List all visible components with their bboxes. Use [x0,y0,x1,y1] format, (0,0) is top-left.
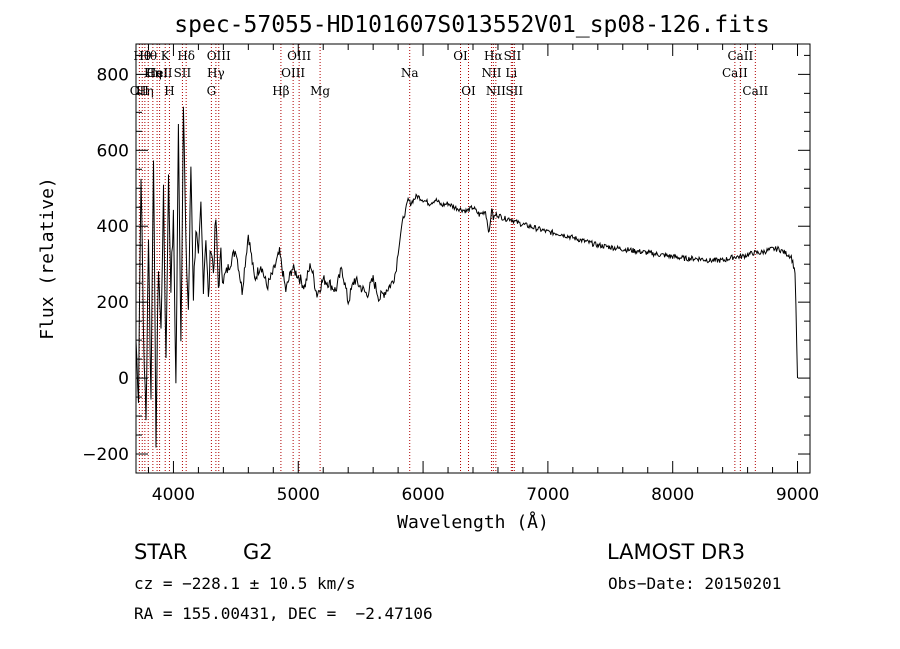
x-tick-label: 4000 [152,485,195,505]
x-tick-label: 5000 [277,485,320,505]
line-marker-label: CaII [727,49,753,63]
line-marker-label: OI [453,49,468,63]
line-marker-label: SII [505,84,523,98]
redshift-readout: cz = −228.1 ± 10.5 km/s [134,574,356,593]
object-class: STAR [134,540,188,564]
line-marker-label: SII [504,49,522,63]
line-marker-label: SII [174,66,192,80]
x-tick-label: 7000 [526,485,569,505]
line-marker-label: HeI [146,66,169,80]
line-marker-label: Li [505,66,517,80]
line-marker-label: OIII [281,66,305,80]
y-tick-label: 800 [97,65,129,85]
y-axis-label: Flux (relative) [37,177,58,340]
axis-ticks: 4000 5000 6000 7000 8000 9000 −200 0 200 400 600 80… [82,44,819,505]
line-marker-label: NII [486,84,506,98]
line-marker-label: Hη [136,84,154,98]
line-marker-label: CaII [722,66,748,80]
y-tick-label: −200 [82,445,129,465]
line-marker-label: Hθ [139,49,157,63]
line-marker-label: G [207,84,217,98]
observation-date: Obs−Date: 20150201 [608,574,782,593]
coordinates-readout: RA = 155.00431, DEC = −2.47106 [134,604,433,623]
line-marker-label: Hθ [133,49,151,63]
line-marker-label: Hα [484,49,503,63]
spectral-subclass: G2 [243,540,273,564]
line-marker-label: H [164,84,174,98]
line-marker-label: OII [130,84,150,98]
x-tick-label: 9000 [776,485,819,505]
x-tick-label: 8000 [651,485,694,505]
emission-line-markers: OIIHθHηHθHηHeICaIIKHSIIHδGHγOIIIHβOIIIOI… [130,44,768,473]
line-marker-label: CaII [742,84,768,98]
survey-name: LAMOST DR3 [607,540,746,564]
line-marker-label: Hδ [177,49,195,63]
line-marker-label: Hγ [207,66,225,80]
flux-line [135,106,798,448]
line-marker-label: OIII [287,49,311,63]
x-axis-label: Wavelength (Å) [397,511,549,533]
line-marker-label: K [161,49,171,63]
line-marker-label: OI [461,84,476,98]
flux-series [135,106,798,448]
y-tick-label: 200 [97,293,129,313]
x-tick-label: 6000 [401,485,444,505]
line-marker-label: Na [401,66,419,80]
y-tick-label: 600 [97,141,129,161]
chart-title: spec-57055-HD101607S013552V01_sp08-126.f… [174,12,769,38]
y-tick-label: 400 [97,217,129,237]
line-marker-label: CaII [147,66,173,80]
line-marker-label: NII [481,66,501,80]
line-marker-label: Hβ [272,84,289,98]
line-marker-label: OIII [207,49,231,63]
line-marker-label: Mg [310,84,330,98]
line-marker-label: Hη [144,66,162,80]
y-tick-label: 0 [118,369,129,389]
